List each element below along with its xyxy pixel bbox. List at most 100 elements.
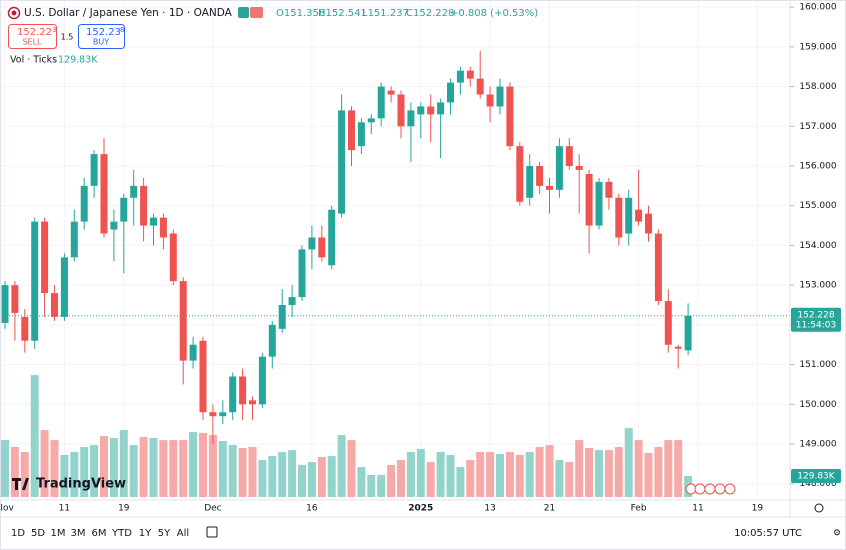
volume-bar xyxy=(248,447,257,497)
adjust-icon[interactable]: ⚙ xyxy=(833,529,841,539)
candle-body xyxy=(387,90,395,95)
candle-body xyxy=(635,209,643,222)
volume-bar xyxy=(406,452,415,497)
volume-bar xyxy=(515,454,524,497)
price-tag-value: 152.228 xyxy=(797,310,834,320)
x-tick-label: 11 xyxy=(59,504,70,514)
symbol-title[interactable]: U.S. Dollar / Japanese Yen · 1D · OANDA xyxy=(24,7,233,19)
candle-body xyxy=(179,281,187,361)
volume-bar xyxy=(179,440,188,497)
candle-body xyxy=(239,376,247,405)
event-icon[interactable] xyxy=(694,483,706,495)
range-button[interactable]: 5D xyxy=(31,528,45,539)
range-button[interactable]: All xyxy=(177,528,189,539)
y-tick-label: 155.000 xyxy=(799,201,836,211)
candle-body xyxy=(209,412,217,417)
volume-bar xyxy=(238,448,247,497)
candle-body xyxy=(189,344,197,361)
candle-body xyxy=(447,82,454,103)
range-button[interactable]: 3M xyxy=(71,528,86,539)
x-tick-label: Nov xyxy=(0,504,14,514)
candle-body xyxy=(100,154,108,234)
close-value: C152.228 xyxy=(406,8,454,19)
candle-body xyxy=(397,94,405,127)
volume-bar xyxy=(70,452,79,497)
volume-tag-value: 129.83K xyxy=(797,472,835,482)
volume-bar xyxy=(129,445,138,497)
event-icon[interactable] xyxy=(714,483,726,495)
y-tick-label: 159.000 xyxy=(799,42,836,52)
volume-bar xyxy=(595,450,603,497)
candle-body xyxy=(338,110,346,214)
range-button[interactable]: 1Y xyxy=(139,528,152,539)
volume-bar xyxy=(119,430,128,497)
event-icon[interactable] xyxy=(704,483,716,495)
candle-body xyxy=(318,237,326,258)
open-value: O151.358 xyxy=(276,8,325,19)
range-button[interactable]: 5Y xyxy=(158,528,171,539)
volume-bar xyxy=(278,452,287,497)
candle-body xyxy=(654,233,662,302)
candle-body xyxy=(555,146,563,190)
volume-bar xyxy=(30,375,39,497)
candle-body xyxy=(278,305,286,329)
volume-bar xyxy=(139,437,148,497)
candle-body xyxy=(585,173,593,226)
volume-legend-value: 129.83K xyxy=(58,55,98,66)
volume-bar xyxy=(288,450,297,497)
candle-body xyxy=(645,213,652,234)
market-status[interactable] xyxy=(238,7,249,18)
candle-body xyxy=(308,237,316,250)
volume-bar xyxy=(624,428,633,497)
volume-bar xyxy=(40,430,49,497)
candle-body xyxy=(328,209,336,266)
candle-body xyxy=(1,285,9,323)
volume-bar xyxy=(1,440,9,497)
grid xyxy=(0,0,790,500)
candle-body xyxy=(546,185,553,190)
candle-body xyxy=(229,376,237,413)
volume-bar xyxy=(377,475,386,497)
volume-bar xyxy=(466,459,475,497)
candle-body xyxy=(110,221,118,230)
clock[interactable]: 10:05:57 UTC xyxy=(734,528,802,539)
candle-body xyxy=(516,146,524,202)
price-pane xyxy=(0,50,790,445)
volume-bar xyxy=(208,435,217,497)
volume-bar xyxy=(367,475,376,497)
event-icon[interactable] xyxy=(724,483,736,495)
volume-bar xyxy=(50,440,59,497)
volume-bar xyxy=(218,441,227,497)
volume-bar xyxy=(565,462,574,497)
volume-bar xyxy=(525,452,534,497)
range-button[interactable]: 6M xyxy=(92,528,107,539)
price-tag xyxy=(791,307,841,332)
volume-bar xyxy=(347,440,356,497)
volume-bar xyxy=(436,452,445,497)
settings-icon[interactable] xyxy=(814,503,824,513)
candle-body xyxy=(407,110,415,127)
candle-body xyxy=(298,249,306,298)
range-button[interactable]: 1D xyxy=(11,528,25,539)
volume-bar xyxy=(327,456,336,497)
buy-button[interactable] xyxy=(78,24,125,49)
date-range-icon[interactable] xyxy=(206,526,218,538)
watermark: TradingView xyxy=(36,477,126,492)
volume-bar xyxy=(664,440,673,497)
candle-body xyxy=(130,185,138,198)
symbol-flag-dot xyxy=(11,10,17,16)
candle-body xyxy=(41,221,49,294)
range-button[interactable]: YTD xyxy=(111,528,132,539)
buy-price-pip: 8 xyxy=(120,26,124,34)
watermark-logo xyxy=(12,478,29,490)
candle-body xyxy=(21,316,29,341)
y-tick-label: 157.000 xyxy=(799,122,836,132)
candle-body xyxy=(70,221,78,258)
market-toggle[interactable] xyxy=(250,7,263,18)
range-button[interactable]: 1M xyxy=(51,528,66,539)
volume-bar xyxy=(476,452,485,497)
sell-button[interactable] xyxy=(8,24,57,49)
volume-bar xyxy=(496,453,504,497)
candle-body xyxy=(367,118,375,123)
